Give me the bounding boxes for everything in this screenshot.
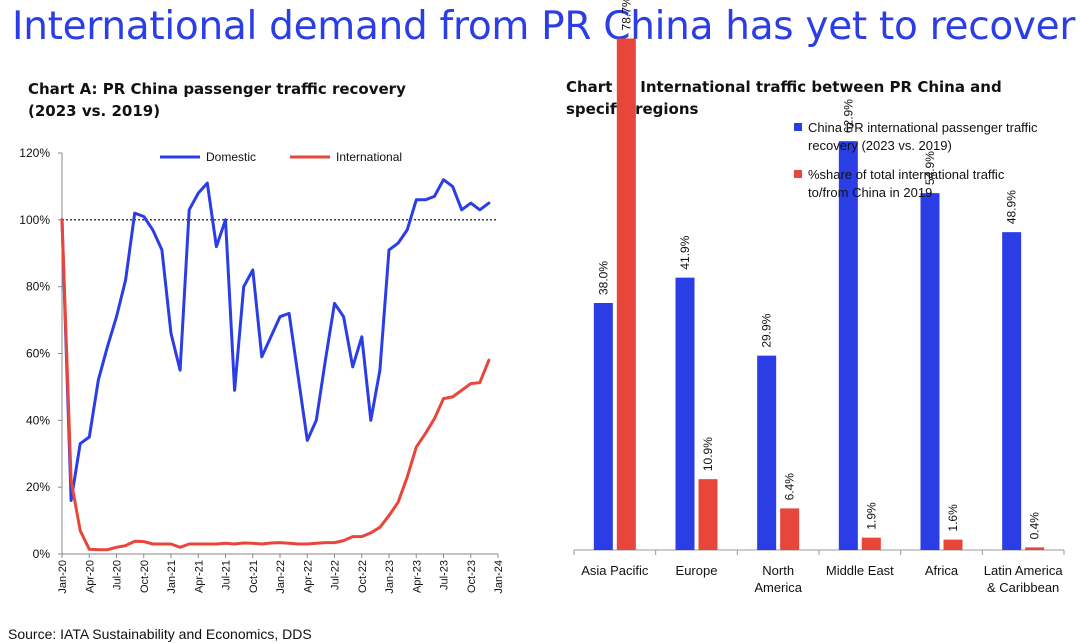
legend-label-share: %share of total international traffic to… <box>808 167 1005 200</box>
chart-b-data-label: 78.7% <box>619 0 633 30</box>
chart-b-bar-share <box>943 539 963 550</box>
chart-a-y-tick-label: 80% <box>26 280 50 294</box>
chart-a-y-tick-label: 120% <box>19 146 50 160</box>
chart-b-category-label: Africa <box>925 563 959 578</box>
chart-b-bar-recovery <box>757 355 777 550</box>
chart-b-bar-recovery <box>593 303 613 550</box>
chart-b-category-label-line: Europe <box>676 563 718 578</box>
chart-b-data-label: 41.9% <box>678 235 692 269</box>
legend-swatch-red <box>794 170 802 178</box>
chart-b-category-label: Latin America & Caribbean <box>984 563 1064 595</box>
chart-a-legend-label: Domestic <box>206 150 256 164</box>
chart-b-data-label: 38.0% <box>596 261 610 295</box>
chart-b-data-label: 1.9% <box>864 502 878 530</box>
chart-b-bar-recovery <box>920 193 940 550</box>
chart-b-category-label: North America <box>754 563 802 595</box>
chart-b-category-label-line: Latin America <box>984 563 1064 578</box>
chart-a-y-tick-label: 100% <box>19 213 50 227</box>
chart-b-category-label-line: Middle East <box>826 563 894 578</box>
chart-a-x-tick-label: Apr-23 <box>411 560 423 593</box>
chart-b-bar-recovery <box>838 141 858 550</box>
chart-b-category-label-line: Africa <box>925 563 959 578</box>
page-title: International demand from PR China has y… <box>12 4 1076 49</box>
chart-b-bar-recovery <box>675 277 695 550</box>
chart-a-x-tick-label: Jan-20 <box>57 560 69 594</box>
chart-b-data-label: 48.9% <box>1005 190 1019 224</box>
chart-b-data-label: 10.9% <box>701 437 715 471</box>
chart-a-series-international <box>60 218 491 552</box>
chart-a-y-tick-label: 40% <box>26 413 50 427</box>
chart-a-x-tick-label: Jul-20 <box>112 560 124 590</box>
chart-a-x-tick-label: Oct-23 <box>466 560 478 593</box>
chart-b-bar-recovery <box>1002 232 1022 550</box>
chart-b-data-label: 62.9% <box>841 99 855 133</box>
chart-b-data-label: 6.4% <box>783 473 797 501</box>
chart-b-bar-share <box>780 508 800 550</box>
source-note: Source: IATA Sustainability and Economic… <box>8 626 312 642</box>
chart-a-legend-label: International <box>336 150 402 164</box>
chart-b-bar-share <box>698 479 718 550</box>
chart-b-category-label-line: America <box>754 580 802 595</box>
chart-a-x-tick-label: Jul-23 <box>439 560 451 590</box>
chart-a-y-tick-label: 0% <box>33 547 51 561</box>
chart-a-x-tick-label: Oct-22 <box>357 560 369 593</box>
chart-a-x-tick-label: Oct-20 <box>139 560 151 593</box>
chart-b-data-label: 0.4% <box>1028 512 1042 540</box>
chart-b-legend-share: %share of total international traffic to… <box>794 166 1048 202</box>
chart-b-data-label: 1.6% <box>946 504 960 532</box>
chart-a-x-tick-label: Jul-22 <box>330 560 342 590</box>
chart-a-x-tick-label: Apr-22 <box>302 560 314 593</box>
chart-a-y-tick-label: 60% <box>26 347 50 361</box>
chart-b-title: Chart B: International traffic between P… <box>566 78 1002 118</box>
chart-b-category-label: Middle East <box>826 563 894 578</box>
chart-b-category-label-line: & Caribbean <box>987 580 1059 595</box>
chart-a-x-tick-label: Jul-21 <box>221 560 233 590</box>
chart-a-y-tick-label: 20% <box>26 480 50 494</box>
chart-b-data-label: 29.9% <box>760 313 774 347</box>
legend-label-recovery: China PR international passenger traffic… <box>808 120 1038 153</box>
chart-b-bar-share <box>861 537 881 550</box>
chart-a-x-tick-label: Apr-20 <box>84 560 96 593</box>
chart-b-category-label: Asia Pacific <box>581 563 649 578</box>
chart-a-x-tick-label: Jan-22 <box>275 560 287 594</box>
chart-b-category-label: Europe <box>676 563 718 578</box>
chart-a-x-tick-label: Jan-24 <box>493 560 505 594</box>
chart-b-legend-recovery: China PR international passenger traffic… <box>794 119 1048 155</box>
chart-b-category-label-line: North <box>762 563 794 578</box>
chart-b-data-label: 54.9% <box>923 151 937 185</box>
chart-b-bar-share <box>616 38 636 550</box>
chart-a-x-tick-label: Apr-21 <box>193 560 205 593</box>
chart-a-series-domestic <box>60 178 491 502</box>
chart-b-bar-share <box>1025 547 1045 550</box>
chart-b-category-label-line: Asia Pacific <box>581 563 649 578</box>
chart-a-x-tick-label: Oct-21 <box>248 560 260 593</box>
legend-swatch-blue <box>794 123 802 131</box>
chart-a-title: Chart A: PR China passenger traffic reco… <box>28 80 406 120</box>
chart-a-x-tick-label: Jan-23 <box>384 560 396 594</box>
chart-a-x-tick-label: Jan-21 <box>166 560 178 594</box>
